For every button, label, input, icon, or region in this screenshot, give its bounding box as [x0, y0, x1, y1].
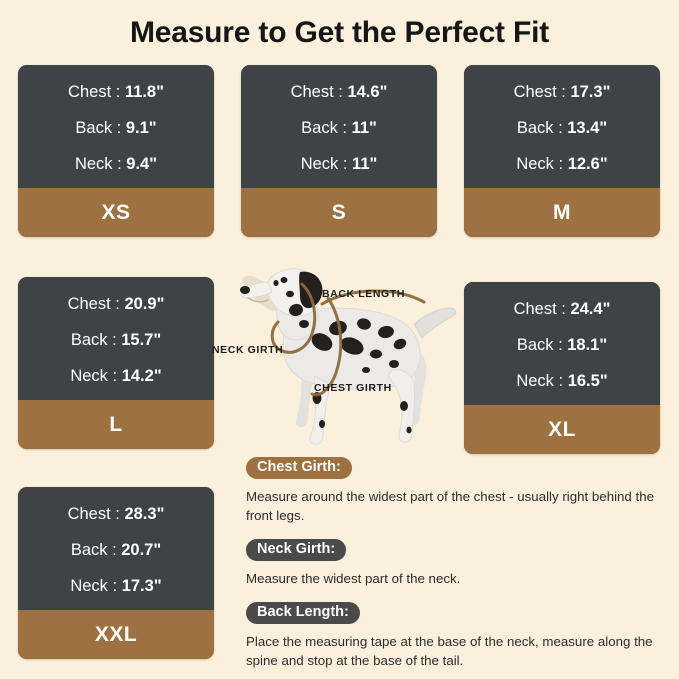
chest-measurement: Chest : 20.9" — [68, 287, 165, 321]
back-value: 15.7" — [121, 330, 162, 349]
neck-label: Neck : — [516, 371, 568, 390]
neck-measurement: Neck : 11" — [301, 147, 378, 181]
neck-label: Neck : — [516, 154, 568, 173]
size-label: S — [241, 188, 437, 237]
instruction-neck-girth: Neck Girth: Measure the widest part of t… — [246, 539, 664, 588]
neck-label: Neck : — [70, 366, 122, 385]
size-card-xl: Chest : 24.4" Back : 18.1" Neck : 16.5" … — [464, 282, 660, 454]
neck-label: Neck : — [70, 576, 122, 595]
chest-girth-line — [310, 296, 343, 397]
chest-label: Chest : — [67, 294, 125, 313]
back-measurement: Back : 15.7" — [71, 323, 161, 357]
size-card-measurements: Chest : 17.3" Back : 13.4" Neck : 12.6" — [464, 65, 660, 188]
chest-measurement: Chest : 28.3" — [68, 497, 165, 531]
neck-measurement: Neck : 12.6" — [516, 147, 607, 181]
neck-label: Neck : — [74, 154, 127, 173]
neck-girth-description: Measure the widest part of the neck. — [246, 571, 461, 586]
neck-measurement: Neck : 14.2" — [70, 359, 161, 393]
neck-value: 11" — [352, 154, 378, 173]
size-card-measurements: Chest : 28.3" Back : 20.7" Neck : 17.3" — [18, 487, 214, 610]
chest-measurement: Chest : 11.8" — [68, 75, 164, 109]
back-label: Back : — [70, 540, 122, 559]
neck-girth-label: NECK GIRTH — [212, 344, 284, 356]
chest-measurement: Chest : 17.3" — [514, 75, 611, 109]
neck-value: 9.4" — [126, 154, 158, 173]
back-label: Back : — [75, 118, 126, 137]
neck-label: Neck : — [300, 154, 353, 173]
chest-value: 28.3" — [124, 504, 165, 523]
dalmatian-dog-icon — [240, 268, 457, 445]
neck-girth-line — [270, 282, 317, 354]
size-card-m: Chest : 17.3" Back : 13.4" Neck : 12.6" … — [464, 65, 660, 237]
instruction-chest-girth: Chest Girth: Measure around the widest p… — [246, 457, 664, 525]
chest-value: 14.6" — [347, 82, 388, 101]
back-measurement: Back : 18.1" — [517, 328, 607, 362]
chest-label: Chest : — [68, 82, 125, 101]
size-label: L — [18, 400, 214, 449]
back-label: Back : — [301, 118, 352, 137]
dog-measurement-diagram: BACK LENGTH NECK GIRTH CHEST GIRTH — [212, 258, 462, 448]
back-value: 13.4" — [567, 118, 608, 137]
neck-value: 12.6" — [567, 154, 608, 173]
chest-label: Chest : — [513, 299, 571, 318]
back-measurement: Back : 13.4" — [517, 111, 607, 145]
size-card-l: Chest : 20.9" Back : 15.7" Neck : 14.2" … — [18, 277, 214, 449]
neck-value: 17.3" — [121, 576, 162, 595]
neck-measurement: Neck : 16.5" — [516, 364, 607, 398]
chest-label: Chest : — [290, 82, 348, 101]
chest-value: 17.3" — [570, 82, 611, 101]
chest-value: 20.9" — [124, 294, 165, 313]
chest-girth-description: Measure around the widest part of the ch… — [246, 489, 655, 523]
back-label: Back : — [70, 330, 122, 349]
size-card-xxl: Chest : 28.3" Back : 20.7" Neck : 17.3" … — [18, 487, 214, 659]
chest-label: Chest : — [513, 82, 571, 101]
neck-value: 14.2" — [121, 366, 162, 385]
size-label: XS — [18, 188, 214, 237]
neck-measurement: Neck : 17.3" — [70, 569, 161, 603]
back-measurement: Back : 11" — [301, 111, 377, 145]
back-value: 11" — [351, 118, 377, 137]
size-label: M — [464, 188, 660, 237]
back-value: 20.7" — [121, 540, 162, 559]
size-card-measurements: Chest : 11.8" Back : 9.1" Neck : 9.4" — [18, 65, 214, 188]
neck-measurement: Neck : 9.4" — [75, 147, 157, 181]
chest-girth-label: CHEST GIRTH — [314, 382, 392, 394]
size-card-s: Chest : 14.6" Back : 11" Neck : 11" S — [241, 65, 437, 237]
back-measurement: Back : 9.1" — [75, 111, 156, 145]
size-card-measurements: Chest : 24.4" Back : 18.1" Neck : 16.5" — [464, 282, 660, 405]
neck-girth-heading: Neck Girth: — [246, 539, 347, 561]
back-value: 18.1" — [567, 335, 608, 354]
chest-measurement: Chest : 24.4" — [514, 292, 611, 326]
back-label: Back : — [516, 335, 568, 354]
size-label: XXL — [18, 610, 214, 659]
back-measurement: Back : 20.7" — [71, 533, 161, 567]
back-length-label: BACK LENGTH — [322, 288, 406, 300]
measuring-instructions: Chest Girth: Measure around the widest p… — [246, 457, 664, 670]
chest-value: 24.4" — [570, 299, 611, 318]
instruction-back-length: Back Length: Place the measuring tape at… — [246, 602, 664, 670]
back-label: Back : — [516, 118, 568, 137]
chest-girth-heading: Chest Girth: — [246, 457, 352, 479]
size-card-xs: Chest : 11.8" Back : 9.1" Neck : 9.4" XS — [18, 65, 214, 237]
back-length-description: Place the measuring tape at the base of … — [246, 634, 653, 668]
back-value: 9.1" — [125, 118, 157, 137]
size-label: XL — [464, 405, 660, 454]
page-title: Measure to Get the Perfect Fit — [129, 16, 550, 49]
chest-measurement: Chest : 14.6" — [291, 75, 388, 109]
chest-label: Chest : — [67, 504, 125, 523]
chest-value: 11.8" — [124, 82, 164, 101]
size-card-measurements: Chest : 14.6" Back : 11" Neck : 11" — [241, 65, 437, 188]
back-length-heading: Back Length: — [246, 602, 360, 624]
back-length-line — [320, 289, 426, 306]
size-card-measurements: Chest : 20.9" Back : 15.7" Neck : 14.2" — [18, 277, 214, 400]
neck-value: 16.5" — [567, 371, 608, 390]
